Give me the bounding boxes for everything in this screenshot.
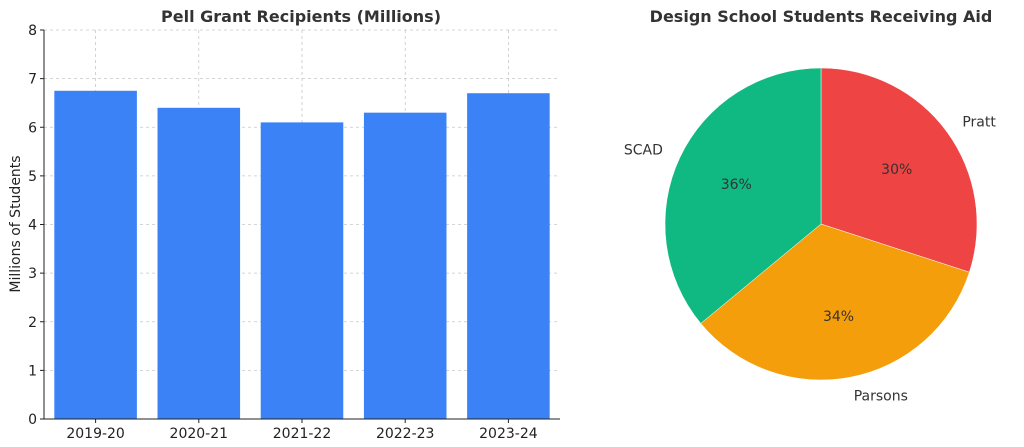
pie-labels: Pratt 30% Parsons 34% SCAD 36% [624,114,996,404]
bar-x-ticks: 2019-20 2020-21 2021-22 2022-23 2023-24 [66,419,538,442]
pie-label-parsons: Parsons [854,389,908,405]
pie-percent-pratt: 30% [881,162,912,178]
bar-y-ticks: 0 1 2 3 4 5 6 7 8 [28,23,44,428]
bar-chart-title: Pell Grant Recipients (Millions) [161,7,441,26]
y-tick-label-8: 8 [28,23,37,39]
x-tick-label-2: 2021-22 [273,426,332,442]
pie-slice-pratt [820,67,978,273]
y-tick-label-6: 6 [28,120,37,136]
pie-percent-parsons: 34% [823,309,854,325]
pie-chart-title: Design School Students Receiving Aid [650,7,993,26]
y-tick-label-2: 2 [28,315,37,331]
y-tick-label-7: 7 [28,72,37,88]
bar-y-axis-label: Millions of Students [8,155,24,292]
pie-slice-scad [664,67,822,324]
bar-2022-23 [363,112,447,419]
pie-label-pratt: Pratt [962,114,996,130]
y-tick-label-1: 1 [28,363,37,379]
y-tick-label-3: 3 [28,266,37,282]
pie-slices [664,67,978,381]
pie-slice-parsons [700,223,970,381]
y-tick-label-4: 4 [28,218,37,234]
pie-percent-scad: 36% [721,177,752,193]
pie-label-scad: SCAD [624,143,663,159]
y-tick-label-0: 0 [28,412,37,428]
x-tick-label-0: 2019-20 [66,426,125,442]
pie-chart: Design School Students Receiving Aid Pra… [624,7,996,405]
bar-2023-24 [467,93,550,420]
bar-2020-21 [157,107,241,420]
bar-chart: Pell Grant Recipients (Millions) 0 1 2 3 4 5 6… [8,7,560,442]
y-tick-label-5: 5 [28,169,37,185]
x-tick-label-4: 2023-24 [479,426,538,442]
bar-2019-20 [54,90,137,419]
x-tick-label-1: 2020-21 [170,426,229,442]
bar-2021-22 [260,122,344,419]
bar-bars [54,90,550,420]
x-tick-label-3: 2022-23 [376,426,435,442]
